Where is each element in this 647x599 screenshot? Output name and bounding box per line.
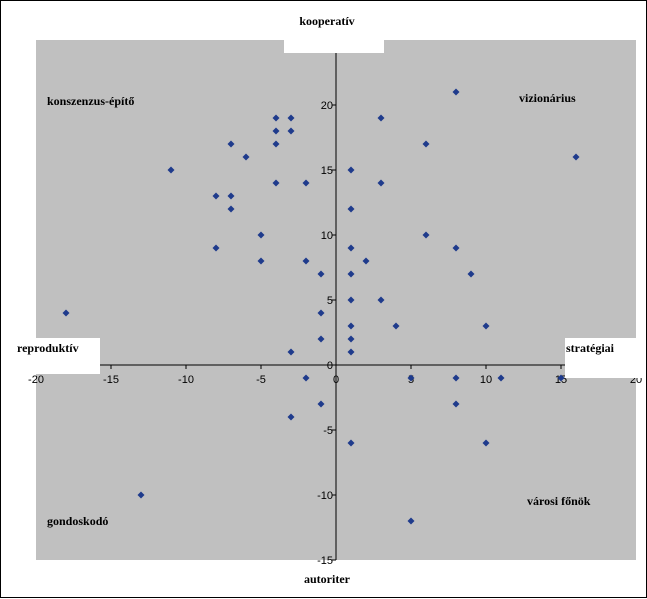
data-point (422, 140, 430, 148)
data-point (167, 166, 175, 174)
data-point (377, 179, 385, 187)
data-point (347, 166, 355, 174)
data-point (317, 400, 325, 408)
data-point (272, 114, 280, 122)
quadrant-label-bottom-right: városi főnök (527, 494, 591, 508)
y-tick-label: 20 (321, 100, 333, 112)
x-tick-label: 0 (333, 374, 339, 386)
axis-label-top: kooperatív (299, 14, 354, 28)
data-point (347, 296, 355, 304)
data-point (407, 374, 415, 382)
axis-label-bottom: autoriter (304, 572, 351, 586)
x-tick-label: -15 (103, 374, 119, 386)
data-point (317, 335, 325, 343)
x-tick-label: -5 (256, 374, 266, 386)
data-point (482, 322, 490, 330)
data-point (227, 205, 235, 213)
y-tick-label: 5 (327, 295, 333, 307)
data-point (497, 374, 505, 382)
left-label-box (16, 338, 100, 374)
y-tick-label: -5 (323, 425, 333, 437)
axis-label-right: stratégiai (566, 341, 615, 355)
x-tick-label: -20 (28, 374, 44, 386)
top-label-box (284, 11, 384, 53)
data-points (62, 88, 580, 525)
data-point (572, 153, 580, 161)
data-point (347, 335, 355, 343)
x-tick-label: -10 (178, 374, 194, 386)
data-point (212, 244, 220, 252)
quadrant-label-top-left: konszenzus-építő (47, 94, 134, 108)
data-point (347, 322, 355, 330)
data-point (272, 140, 280, 148)
axis-label-left: reproduktív (17, 341, 79, 355)
data-point (347, 244, 355, 252)
data-point (377, 296, 385, 304)
data-point (452, 244, 460, 252)
data-point (347, 439, 355, 447)
data-point (287, 114, 295, 122)
data-point (302, 374, 310, 382)
quadrant-label-bottom-left: gondoskodó (47, 514, 108, 528)
data-point (287, 127, 295, 135)
data-point (362, 257, 370, 265)
data-point (287, 413, 295, 421)
data-point (272, 127, 280, 135)
data-point (212, 192, 220, 200)
data-point (452, 374, 460, 382)
data-point (272, 179, 280, 187)
data-point (407, 517, 415, 525)
data-point (257, 231, 265, 239)
data-point (452, 88, 460, 96)
data-point (467, 270, 475, 278)
data-point (482, 439, 490, 447)
y-tick-label: 15 (321, 165, 333, 177)
data-point (62, 309, 70, 317)
data-point (287, 348, 295, 356)
data-point (377, 114, 385, 122)
y-tick-label: 10 (321, 230, 333, 242)
data-point (347, 270, 355, 278)
data-point (317, 309, 325, 317)
data-point (317, 270, 325, 278)
data-point (452, 400, 460, 408)
data-point (392, 322, 400, 330)
data-point (302, 257, 310, 265)
y-tick-label: -15 (317, 555, 333, 567)
y-tick-label: -10 (317, 490, 333, 502)
data-point (257, 257, 265, 265)
y-tick-label: 0 (327, 360, 333, 372)
data-point (227, 140, 235, 148)
data-point (302, 179, 310, 187)
x-tick-label: 10 (480, 374, 492, 386)
data-point (347, 205, 355, 213)
right-label-box (565, 338, 645, 378)
data-point (422, 231, 430, 239)
quadrant-label-top-right: vizionárius (519, 91, 576, 105)
data-point (242, 153, 250, 161)
data-point (557, 374, 565, 382)
data-point (227, 192, 235, 200)
data-point (137, 491, 145, 499)
data-point (347, 348, 355, 356)
